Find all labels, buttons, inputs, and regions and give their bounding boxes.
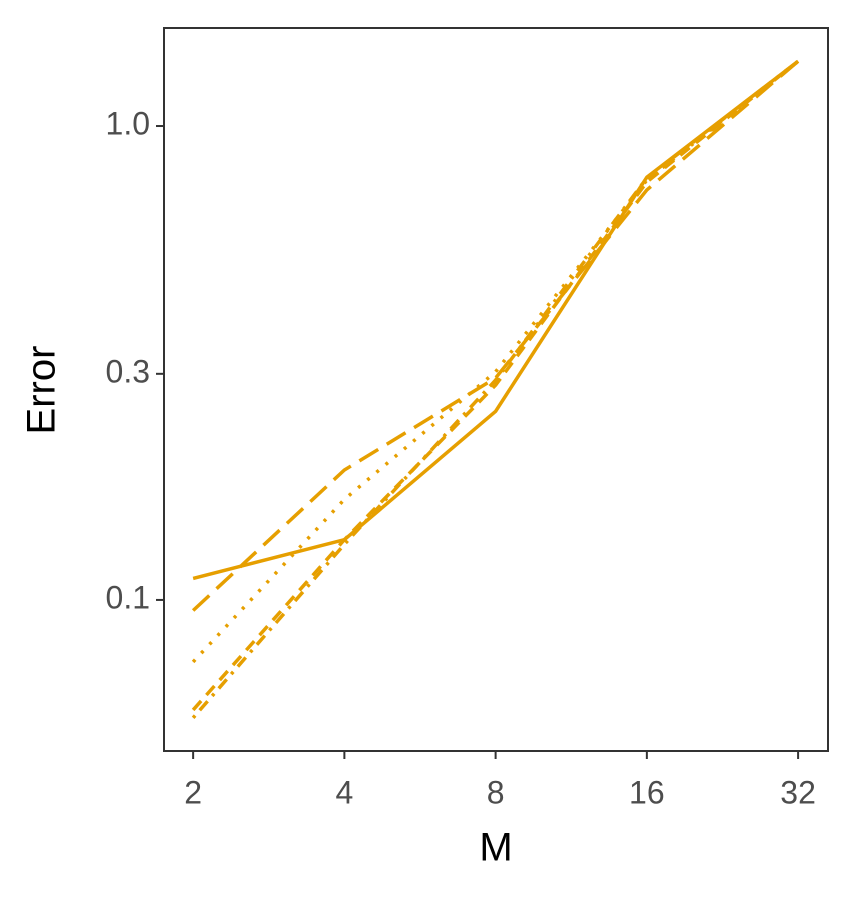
series-line xyxy=(191,59,800,664)
series-line xyxy=(191,59,800,719)
x-tick-label: 2 xyxy=(184,774,202,810)
x-tick-label: 16 xyxy=(629,774,665,810)
x-tick-label: 8 xyxy=(487,774,505,810)
panel-border xyxy=(163,27,829,752)
y-tick-label: 1.0 xyxy=(106,105,150,141)
series-line xyxy=(192,59,800,581)
x-tick-label: 32 xyxy=(780,774,816,810)
series-line xyxy=(191,59,800,612)
y-axis-title: Error xyxy=(20,346,64,435)
x-axis-title: M xyxy=(479,826,512,870)
y-tick-label: 0.1 xyxy=(106,579,150,615)
y-tick-label: 0.3 xyxy=(106,353,150,389)
series-line xyxy=(191,59,800,712)
x-tick-label: 4 xyxy=(335,774,353,810)
